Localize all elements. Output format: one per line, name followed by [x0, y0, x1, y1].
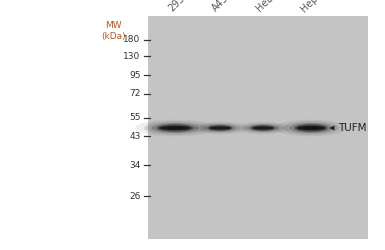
- Text: 43: 43: [129, 132, 141, 141]
- Ellipse shape: [160, 126, 191, 130]
- Ellipse shape: [157, 124, 194, 132]
- Ellipse shape: [295, 124, 328, 132]
- Text: 55: 55: [129, 113, 141, 122]
- Text: TUFM: TUFM: [338, 123, 367, 133]
- Ellipse shape: [252, 126, 274, 130]
- Ellipse shape: [247, 124, 279, 132]
- Ellipse shape: [297, 126, 325, 130]
- Text: 95: 95: [129, 70, 141, 80]
- Ellipse shape: [209, 126, 231, 130]
- Text: 72: 72: [129, 89, 141, 98]
- Ellipse shape: [275, 120, 347, 136]
- Text: A431: A431: [211, 0, 235, 14]
- Text: MW
(kDa): MW (kDa): [101, 21, 126, 41]
- Ellipse shape: [204, 124, 236, 132]
- Text: 26: 26: [129, 192, 141, 201]
- Ellipse shape: [151, 123, 199, 133]
- Ellipse shape: [236, 122, 291, 134]
- Ellipse shape: [242, 123, 284, 133]
- Text: 180: 180: [123, 36, 141, 44]
- Text: 130: 130: [123, 52, 141, 61]
- FancyBboxPatch shape: [148, 16, 368, 239]
- Ellipse shape: [290, 123, 332, 133]
- Text: HepG2: HepG2: [299, 0, 330, 14]
- Text: 34: 34: [129, 160, 141, 170]
- Ellipse shape: [135, 120, 216, 136]
- Text: HeLa: HeLa: [255, 0, 280, 14]
- Ellipse shape: [251, 125, 276, 131]
- Text: 293T: 293T: [166, 0, 191, 14]
- Ellipse shape: [208, 125, 233, 131]
- Ellipse shape: [144, 122, 206, 134]
- Ellipse shape: [283, 122, 339, 134]
- Ellipse shape: [199, 123, 241, 133]
- Ellipse shape: [192, 122, 248, 134]
